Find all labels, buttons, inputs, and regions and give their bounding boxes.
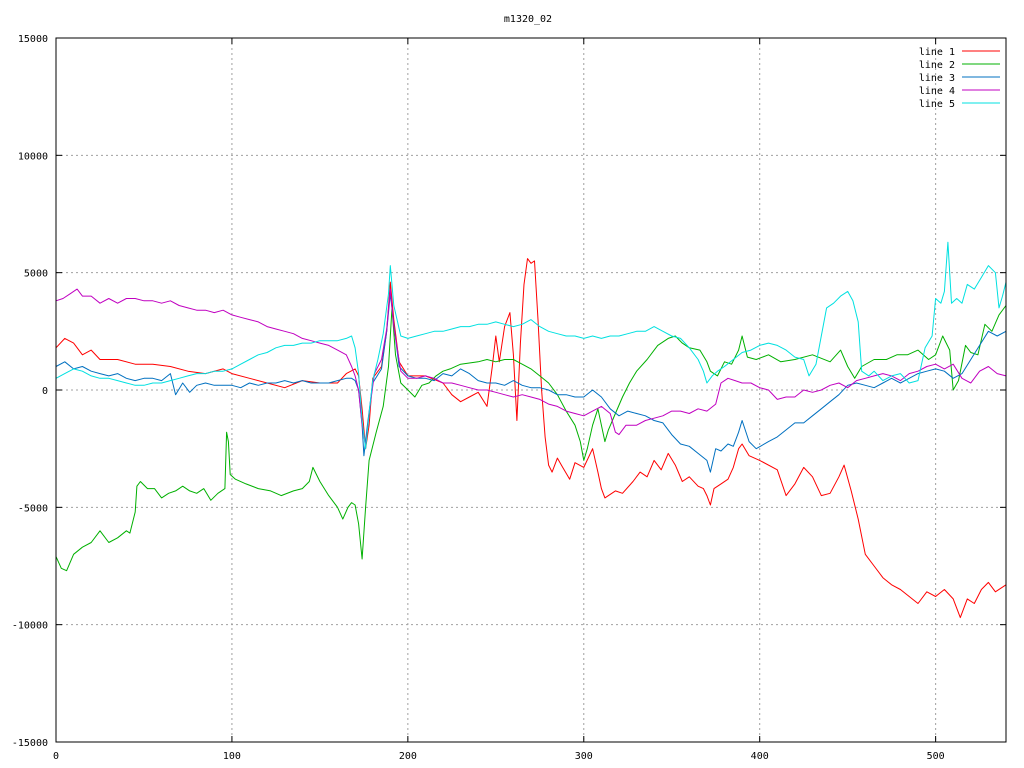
series-line-1 xyxy=(55,258,1007,619)
x-tick-label: 400 xyxy=(751,751,769,762)
series-line-4 xyxy=(55,288,1007,447)
series-line-2 xyxy=(55,305,1007,572)
y-tick-label: -5000 xyxy=(18,503,48,514)
grid-lines xyxy=(56,38,1006,742)
y-tick-label: -15000 xyxy=(12,738,48,749)
legend-label-1: line 1 xyxy=(919,47,955,58)
x-tick-label: 500 xyxy=(927,751,945,762)
y-tick-label: 10000 xyxy=(18,151,48,162)
legend: line 1 line 2 line 3 line 4 line 5 xyxy=(919,47,1000,110)
legend-label-5: line 5 xyxy=(919,99,955,110)
y-tick-label: 0 xyxy=(42,386,48,397)
y-tick-label: -10000 xyxy=(12,621,48,632)
legend-label-4: line 4 xyxy=(919,86,955,97)
series-line-5 xyxy=(55,241,1007,450)
x-tick-label: 100 xyxy=(223,751,241,762)
y-tick-label: 15000 xyxy=(18,34,48,45)
y-tick-label: 5000 xyxy=(24,269,48,280)
axis-ticks: 0 100 200 300 400 500 -15000 -10000 -5000 0 5000 10… xyxy=(12,34,1006,762)
x-tick-label: 200 xyxy=(399,751,417,762)
legend-label-2: line 2 xyxy=(919,60,955,71)
series-line-3 xyxy=(55,293,1007,473)
x-tick-label: 300 xyxy=(575,751,593,762)
chart-title: m1320_02 xyxy=(504,14,552,25)
series-lines xyxy=(55,241,1007,619)
plot-frame xyxy=(55,37,1007,743)
x-tick-label: 0 xyxy=(53,751,59,762)
legend-label-3: line 3 xyxy=(919,73,955,84)
